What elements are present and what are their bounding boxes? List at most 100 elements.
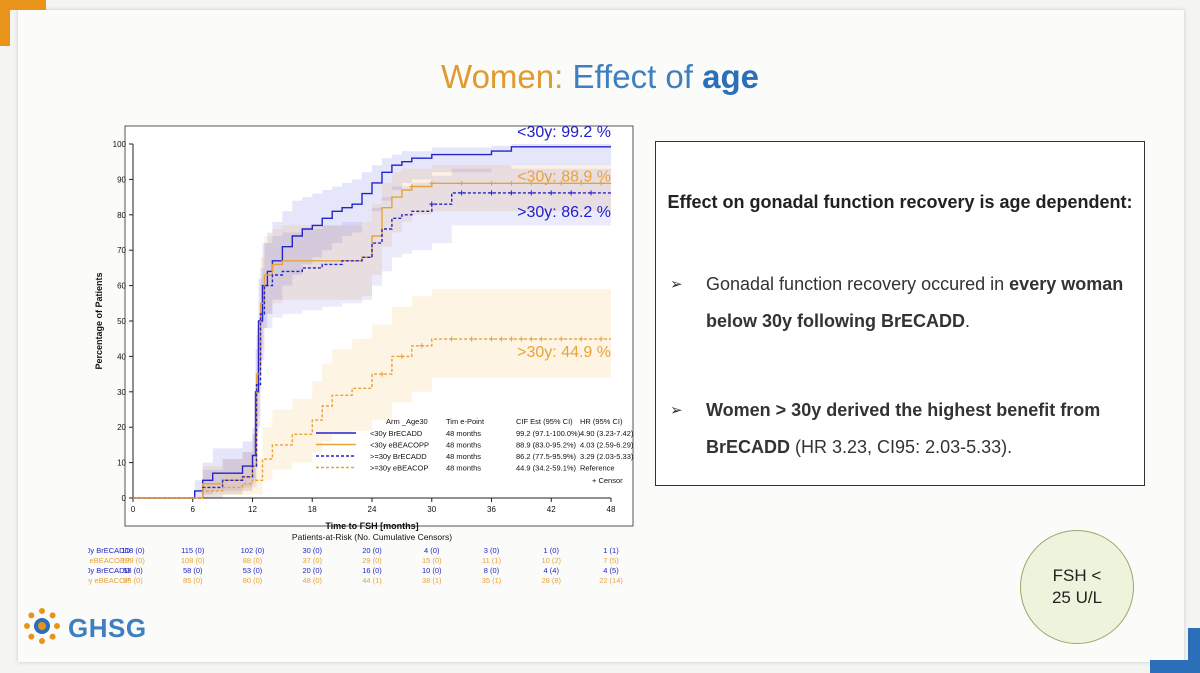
risk-table-arm: <30y eBEACOPP [88, 556, 130, 565]
risk-table-cell: 30 (0) [302, 546, 322, 555]
y-tick-label: 80 [117, 211, 126, 220]
risk-table-cell: 38 (1) [422, 576, 442, 585]
risk-table-cell: 48 (0) [302, 576, 322, 585]
title-part-effect: Effect of [572, 58, 693, 95]
title-part-women: Women: [441, 58, 564, 95]
y-axis-label: Percentage of Patients [94, 272, 104, 369]
risk-table-title: Patients-at-Risk (No. Cumulative Censors… [292, 532, 452, 542]
arrow-bullet-icon: ➢ [670, 276, 683, 293]
censor-mark [489, 180, 494, 186]
endpoint-label-0: <30y: 99.2 % [517, 124, 611, 141]
series-line-2 [133, 192, 611, 499]
risk-table-cell: 58 (0) [183, 566, 203, 575]
title-part-age: age [702, 58, 759, 95]
x-tick-label: 42 [547, 505, 556, 514]
censor-mark [508, 180, 514, 186]
risk-table-cell: 53 (0) [243, 566, 263, 575]
endpoint-label-1: <30y: 88.9 % [517, 168, 611, 185]
legend-header: CIF Est (95% CI) [516, 417, 573, 426]
censor-mark [449, 336, 455, 342]
censor-mark [588, 190, 594, 196]
risk-table-cell: 108 (0) [121, 556, 145, 565]
censor-mark [508, 190, 514, 196]
series-line-1 [133, 182, 611, 499]
x-tick-label: 30 [427, 505, 436, 514]
risk-table-cell: 10 (2) [541, 556, 561, 565]
bullet-1: ➢ Gonadal function recovery occured in e… [670, 266, 1135, 340]
risk-table-cell: 44 (1) [362, 576, 382, 585]
censor-mark [558, 180, 564, 186]
x-tick-label: 6 [191, 505, 196, 514]
risk-table-cell: 37 (0) [302, 556, 322, 565]
y-tick-label: 90 [117, 175, 126, 184]
censor-mark [459, 190, 465, 196]
risk-table-arm: <30y BrECADD [88, 546, 131, 555]
risk-table-cell: 118 (0) [121, 546, 145, 555]
legend-cell: Reference [580, 464, 615, 473]
censor-mark [528, 190, 534, 196]
legend-cell: 48 months [446, 464, 481, 473]
legend-header: HR (95% CI) [580, 417, 623, 426]
censor-mark [379, 371, 385, 377]
legend-header: Tim e-Point [446, 417, 485, 426]
censor-mark [489, 336, 494, 342]
legend-cell: 4.03 (2.59-6.29) [580, 441, 634, 450]
y-tick-label: 60 [117, 282, 126, 291]
series-line-3 [133, 338, 611, 499]
key-findings-box: Effect on gonadal function recovery is a… [655, 141, 1145, 486]
y-tick-label: 70 [117, 246, 126, 255]
legend-cell: 4.90 (3.23-7.42) [580, 429, 634, 438]
ghsg-logo-icon [24, 608, 60, 644]
censor-mark [548, 190, 554, 196]
endpoint-label-3: >30y: 44.9 % [517, 344, 611, 361]
risk-table-cell: 3 (0) [484, 546, 500, 555]
legend-cell: 48 months [446, 429, 481, 438]
x-tick-label: 12 [248, 505, 257, 514]
censor-mark [578, 180, 584, 186]
legend-cell: 48 months [446, 441, 481, 450]
y-tick-label: 50 [117, 317, 126, 326]
x-tick-label: 18 [308, 505, 317, 514]
risk-table-cell: 1 (1) [603, 546, 619, 555]
y-tick-label: 20 [117, 423, 126, 432]
censor-mark [469, 336, 475, 342]
risk-table-cell: 108 (0) [181, 556, 205, 565]
risk-table-cell: 7 (5) [603, 556, 619, 565]
legend-cell: >=30y eBEACOP [370, 464, 428, 473]
bullet-2-bold: Women > 30y derived the highest benefit … [706, 400, 1101, 457]
censor-mark [399, 353, 405, 359]
legend-censor: + Censor [592, 476, 623, 485]
legend-cell: <30y BrECADD [370, 429, 423, 438]
box-heading: Effect on gonadal function recovery is a… [667, 192, 1133, 212]
legend-cell: 88.9 (83.0-95.2%) [516, 441, 577, 450]
corner-accent [1150, 660, 1200, 673]
bullet-1-pre: Gonadal function recovery occured in [706, 274, 1010, 294]
legend-cell: 3.29 (2.03-5.33) [580, 452, 634, 461]
legend-cell: 48 months [446, 452, 481, 461]
censor-mark [419, 343, 425, 349]
corner-accent [1188, 628, 1200, 673]
risk-table-cell: 85 (0) [123, 576, 143, 585]
y-tick-label: 100 [113, 140, 127, 149]
ci-band-2 [133, 168, 611, 499]
endpoint-label-2: >30y: 86.2 % [517, 204, 611, 221]
risk-table-cell: 80 (0) [243, 576, 263, 585]
y-tick-label: 10 [117, 459, 126, 468]
ghsg-logo: GHSG [22, 603, 212, 655]
censor-mark [568, 190, 574, 196]
x-tick-label: 36 [487, 505, 496, 514]
risk-table-cell: 4 (4) [544, 566, 560, 575]
bullet-2-post: (HR 3.23, CI95: 2.03-5.33). [790, 437, 1013, 457]
legend-cell: 99.2 (97.1-100.0%) [516, 429, 581, 438]
y-tick-label: 0 [122, 494, 127, 503]
series-line-0 [133, 146, 611, 499]
risk-table-cell: 8 (0) [484, 566, 500, 575]
risk-table-cell: 85 (0) [183, 576, 203, 585]
legend-cell: 44.9 (34.2-59.1%) [516, 464, 577, 473]
cumulative-incidence-chart: 0 6 12 18 24 30 36 42 48 0 10 20 30 40 50 60 70 80 90 100 Ti… [88, 124, 634, 585]
corner-accent [0, 0, 46, 10]
arrow-bullet-icon: ➢ [670, 402, 683, 419]
risk-table-arm: >=30y eBEACOP [88, 576, 130, 585]
censor-mark [429, 180, 435, 186]
censor-mark [518, 336, 524, 342]
